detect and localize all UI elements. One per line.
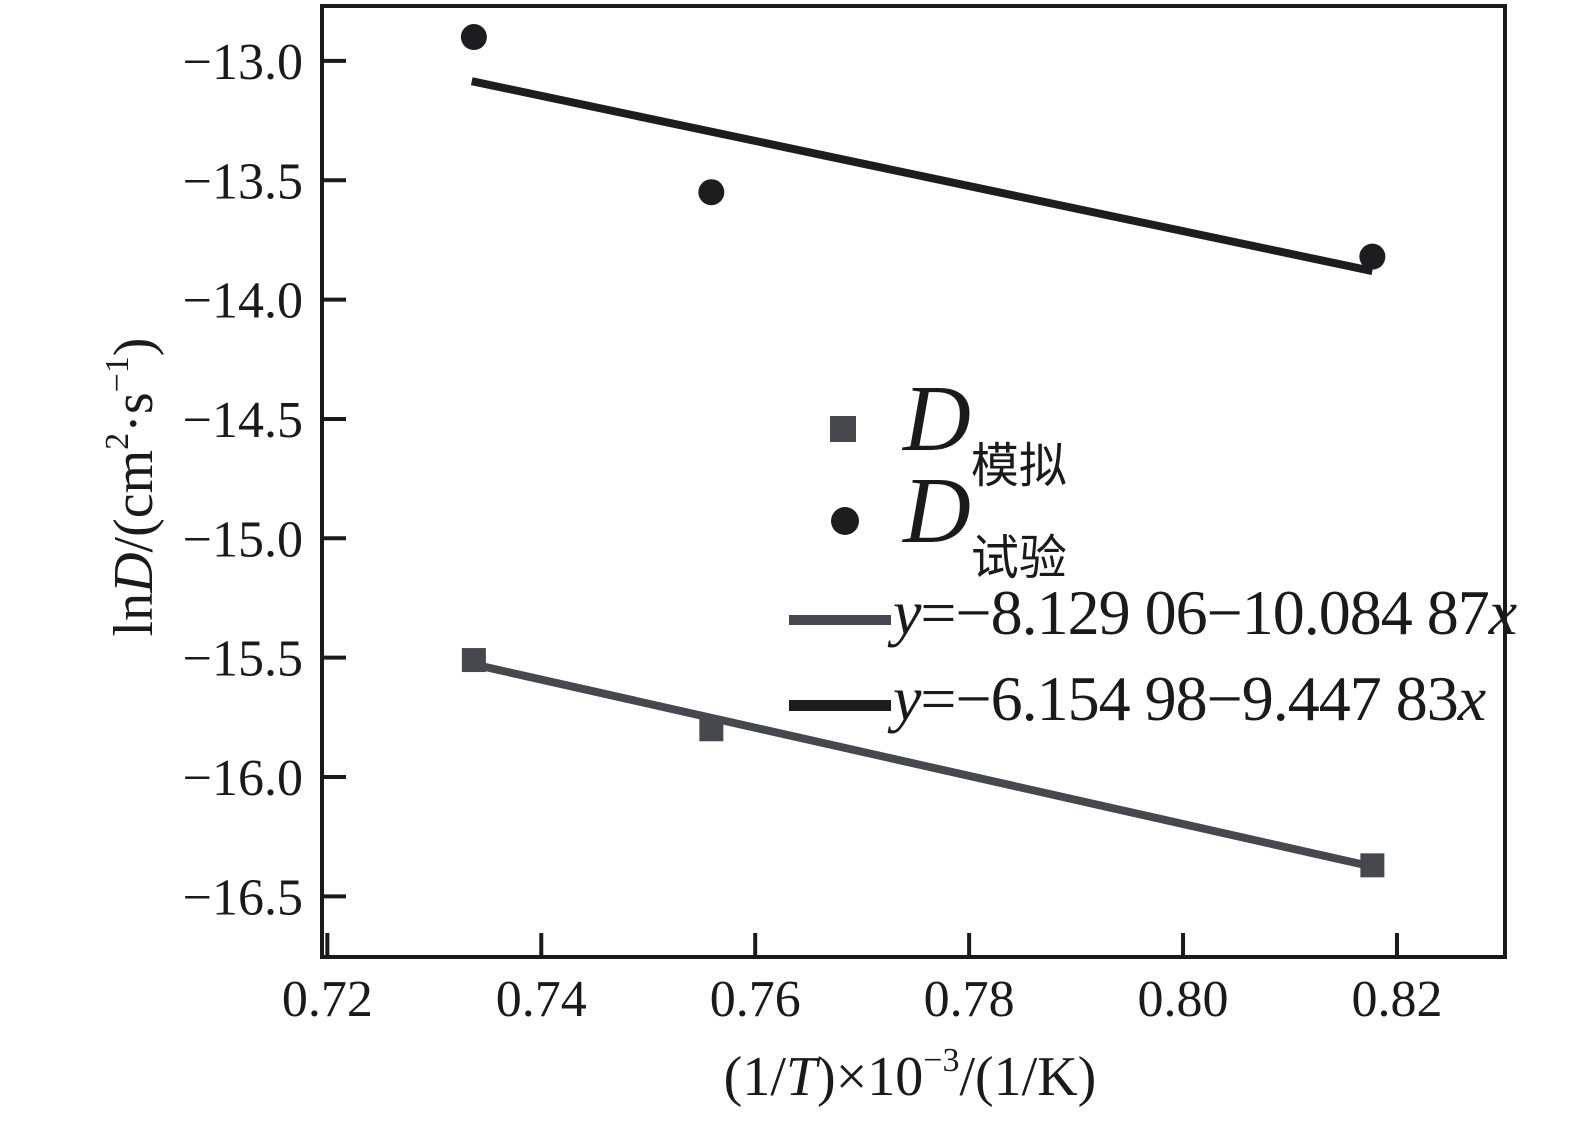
eq-var-y: y bbox=[893, 663, 921, 734]
eq-body: =−6.154 98−9.447 83 bbox=[920, 663, 1458, 734]
data-point-square bbox=[699, 717, 724, 742]
circle-marker-icon bbox=[831, 507, 859, 535]
y-tick-label: −13.0 bbox=[183, 34, 303, 91]
y-title-part: ln bbox=[103, 592, 165, 637]
x-tick-label: 0.78 bbox=[924, 971, 1015, 1028]
x-tick-label: 0.76 bbox=[710, 971, 801, 1028]
y-title-superscript: 2 bbox=[99, 432, 136, 450]
x-tick-label: 0.80 bbox=[1138, 971, 1229, 1028]
square-marker-icon bbox=[830, 416, 856, 442]
data-point-square bbox=[1360, 853, 1385, 878]
y-tick-label: −13.5 bbox=[183, 153, 303, 210]
y-tick-label: −16.5 bbox=[183, 869, 303, 926]
x-axis-title: (1/T)×10−3/(1/K) bbox=[510, 1042, 1310, 1109]
eq-var-x: x bbox=[1488, 577, 1517, 648]
y-title-superscript: −1 bbox=[99, 356, 136, 393]
data-point-circle bbox=[460, 24, 487, 51]
x-title-superscript: −3 bbox=[923, 1042, 960, 1079]
legend-label-subscript: 试验 bbox=[970, 532, 1067, 585]
x-title-part: (1/ bbox=[723, 1046, 786, 1108]
plot-frame bbox=[320, 4, 1507, 959]
eq-var-x: x bbox=[1457, 663, 1486, 734]
x-tick-label: 0.72 bbox=[282, 971, 373, 1028]
fit-equation-simulated: y=−8.129 06−10.084 87x bbox=[893, 581, 1517, 645]
y-tick-label: −15.5 bbox=[183, 631, 303, 688]
y-title-part: /(cm bbox=[103, 449, 165, 553]
y-axis-title: lnD/(cm2·s−1) bbox=[78, 187, 165, 787]
x-title-part: /(1/K) bbox=[959, 1046, 1097, 1108]
legend-label-main: D bbox=[903, 367, 971, 471]
y-tick-label: −14.0 bbox=[183, 273, 303, 330]
y-title-part: ·s bbox=[103, 392, 165, 433]
x-tick-label: 0.74 bbox=[496, 971, 587, 1028]
black-line-swatch bbox=[789, 700, 891, 711]
fit-line bbox=[470, 77, 1374, 275]
y-tick-label: −15.0 bbox=[183, 511, 303, 568]
legend-label-main: D bbox=[903, 459, 971, 563]
eq-body: =−8.129 06−10.084 87 bbox=[920, 577, 1489, 648]
legend-label-experimental: D试验 bbox=[903, 464, 1067, 583]
data-point-square bbox=[461, 648, 486, 673]
gray-line-swatch bbox=[789, 615, 891, 625]
x-tick-label: 0.82 bbox=[1351, 971, 1442, 1028]
y-tick-label: −16.0 bbox=[183, 750, 303, 807]
data-point-circle bbox=[698, 179, 725, 206]
eq-var-y: y bbox=[893, 577, 921, 648]
x-title-part: )×10 bbox=[817, 1046, 924, 1108]
fit-line bbox=[470, 660, 1374, 871]
fit-equation-experimental: y=−6.154 98−9.447 83x bbox=[893, 667, 1486, 731]
x-title-var-T: T bbox=[785, 1046, 818, 1108]
data-point-circle bbox=[1359, 243, 1386, 270]
y-tick-label: −14.5 bbox=[183, 392, 303, 449]
y-title-var-D: D bbox=[103, 552, 165, 593]
legend-label-simulated: D模拟 bbox=[903, 372, 1067, 491]
y-title-part: ) bbox=[103, 337, 165, 357]
legend-label-subscript: 模拟 bbox=[970, 440, 1067, 493]
